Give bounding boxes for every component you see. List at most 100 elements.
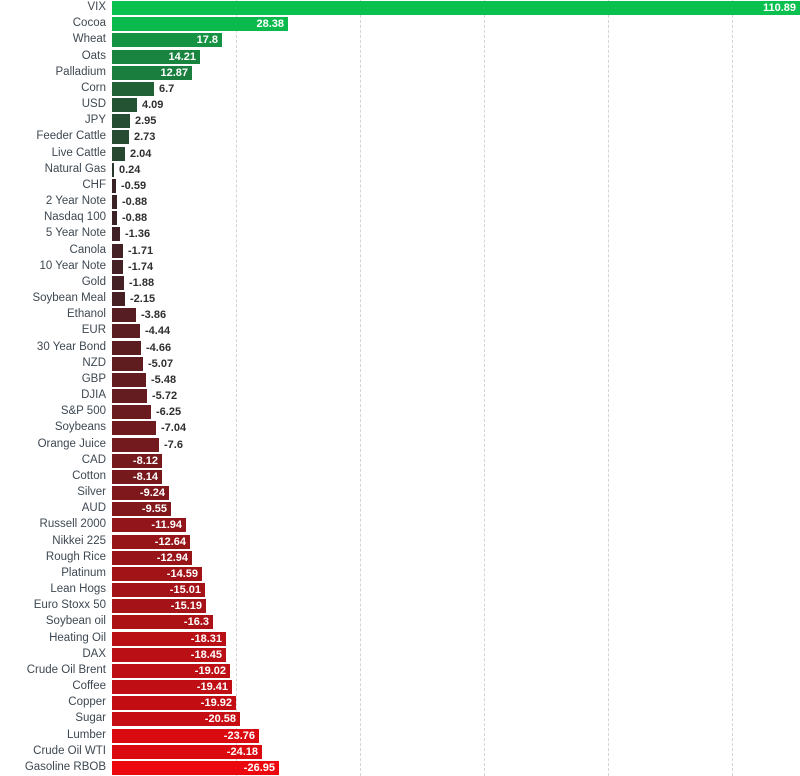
bar-row[interactable]: Canola -1.71 <box>0 243 800 259</box>
bar-row[interactable]: 10 Year Note -1.74 <box>0 259 800 275</box>
bar-row[interactable]: Soybean Meal -2.15 <box>0 291 800 307</box>
bar-row[interactable]: Crude Oil WTI -24.18 <box>0 744 800 760</box>
value-label: -19.92 <box>200 697 232 710</box>
bar-row[interactable]: Lean Hogs -15.01 <box>0 582 800 598</box>
bar-row[interactable]: Natural Gas 0.24 <box>0 162 800 178</box>
bar-row[interactable]: Orange Juice -7.6 <box>0 437 800 453</box>
bar-row[interactable]: JPY 2.95 <box>0 113 800 129</box>
bar: -11.94 <box>112 518 186 533</box>
bar-row[interactable]: Crude Oil Brent -19.02 <box>0 663 800 679</box>
value-label: -7.6 <box>164 438 183 451</box>
bar-row[interactable]: DJIA -5.72 <box>0 388 800 404</box>
category-label: Nikkei 225 <box>52 534 106 547</box>
bar: -19.92 <box>112 696 236 711</box>
value-label: -12.94 <box>156 551 188 564</box>
bar <box>112 259 123 274</box>
category-label: Rough Rice <box>45 550 106 563</box>
value-label: -0.88 <box>122 212 148 225</box>
bar-row[interactable]: Silver -9.24 <box>0 485 800 501</box>
bar-row[interactable]: Coffee -19.41 <box>0 679 800 695</box>
bar-row[interactable]: Euro Stoxx 50 -15.19 <box>0 598 800 614</box>
bar: 28.38 <box>112 17 288 32</box>
bar: -8.14 <box>112 469 162 484</box>
category-label: Heating Oil <box>49 631 106 644</box>
bar-row[interactable]: Lumber -23.76 <box>0 728 800 744</box>
bar-row[interactable]: Sugar -20.58 <box>0 711 800 727</box>
category-label: Crude Oil Brent <box>26 663 106 676</box>
bar: -18.45 <box>112 647 226 662</box>
category-label: DJIA <box>81 389 106 401</box>
bar-row[interactable]: CHF -0.59 <box>0 178 800 194</box>
bar-row[interactable]: Soybeans -7.04 <box>0 420 800 436</box>
bar-row[interactable]: Platinum -14.59 <box>0 566 800 582</box>
gridline <box>236 0 237 776</box>
bar-row[interactable]: Soybean oil -16.3 <box>0 614 800 630</box>
category-label: 5 Year Note <box>45 227 106 240</box>
category-label: Platinum <box>61 566 106 579</box>
value-label: 6.7 <box>159 82 175 95</box>
category-label: Gold <box>81 275 106 288</box>
bar <box>112 81 154 96</box>
value-label: -1.88 <box>129 276 155 289</box>
bar <box>112 227 120 242</box>
value-label: 12.87 <box>160 66 188 79</box>
value-label: -16.3 <box>183 616 209 629</box>
bar-row[interactable]: Heating Oil -18.31 <box>0 631 800 647</box>
bar-row[interactable]: Cocoa 28.38 <box>0 16 800 32</box>
bar <box>112 324 140 339</box>
bar-row[interactable]: Gold -1.88 <box>0 275 800 291</box>
bar-row[interactable]: Nikkei 225 -12.64 <box>0 534 800 550</box>
bar-row[interactable]: NZD -5.07 <box>0 356 800 372</box>
bar-row[interactable]: Live Cattle 2.04 <box>0 146 800 162</box>
category-label: Lean Hogs <box>50 583 106 595</box>
value-label: -9.55 <box>141 503 167 516</box>
bar-row[interactable]: S&P 500 -6.25 <box>0 404 800 420</box>
bar-row[interactable]: Cotton -8.14 <box>0 469 800 485</box>
bar-row[interactable]: USD 4.09 <box>0 97 800 113</box>
value-label: -26.95 <box>243 761 275 774</box>
bar-row[interactable]: DAX -18.45 <box>0 647 800 663</box>
bar <box>112 162 114 177</box>
value-label: 14.21 <box>168 50 196 63</box>
bar <box>112 146 125 161</box>
bar-row[interactable]: Russell 2000 -11.94 <box>0 517 800 533</box>
bar-row[interactable]: GBP -5.48 <box>0 372 800 388</box>
category-label: USD <box>81 98 106 110</box>
bar-row[interactable]: VIX 110.89 <box>0 0 800 16</box>
bar-row[interactable]: 2 Year Note -0.88 <box>0 194 800 210</box>
bar: -15.19 <box>112 599 206 614</box>
bar-row[interactable]: 30 Year Bond -4.66 <box>0 340 800 356</box>
value-label: 0.24 <box>119 163 141 176</box>
category-label: VIX <box>87 1 106 13</box>
bar-row[interactable]: EUR -4.44 <box>0 323 800 339</box>
value-label: -14.59 <box>166 567 198 580</box>
value-label: 2.95 <box>135 115 157 128</box>
bar-row[interactable]: Feeder Cattle 2.73 <box>0 129 800 145</box>
bar-row[interactable]: Wheat 17.8 <box>0 32 800 48</box>
bar-row[interactable]: 5 Year Note -1.36 <box>0 226 800 242</box>
bar-row[interactable]: Ethanol -3.86 <box>0 307 800 323</box>
category-label: Soybeans <box>54 421 106 434</box>
bar <box>112 340 141 355</box>
bar-row[interactable]: Gasoline RBOB -26.95 <box>0 760 800 776</box>
bar <box>112 421 156 436</box>
bar <box>112 405 151 420</box>
category-label: CAD <box>81 453 106 466</box>
bar-row[interactable]: CAD -8.12 <box>0 453 800 469</box>
bar-row[interactable]: Copper -19.92 <box>0 695 800 711</box>
category-label: S&P 500 <box>60 405 106 418</box>
category-label: Oats <box>81 49 106 62</box>
bar-row[interactable]: Corn 6.7 <box>0 81 800 97</box>
bar-row[interactable]: AUD -9.55 <box>0 501 800 517</box>
value-label: -12.64 <box>154 535 186 548</box>
bar-row[interactable]: Oats 14.21 <box>0 49 800 65</box>
category-label: Cocoa <box>72 17 106 30</box>
bar-row[interactable]: Rough Rice -12.94 <box>0 550 800 566</box>
bar-row[interactable]: Nasdaq 100 -0.88 <box>0 210 800 226</box>
category-label: Russell 2000 <box>39 518 106 531</box>
bar-row[interactable]: Palladium 12.87 <box>0 65 800 81</box>
value-label: -19.02 <box>194 664 226 677</box>
bar <box>112 292 125 306</box>
value-label: -18.31 <box>190 632 222 645</box>
